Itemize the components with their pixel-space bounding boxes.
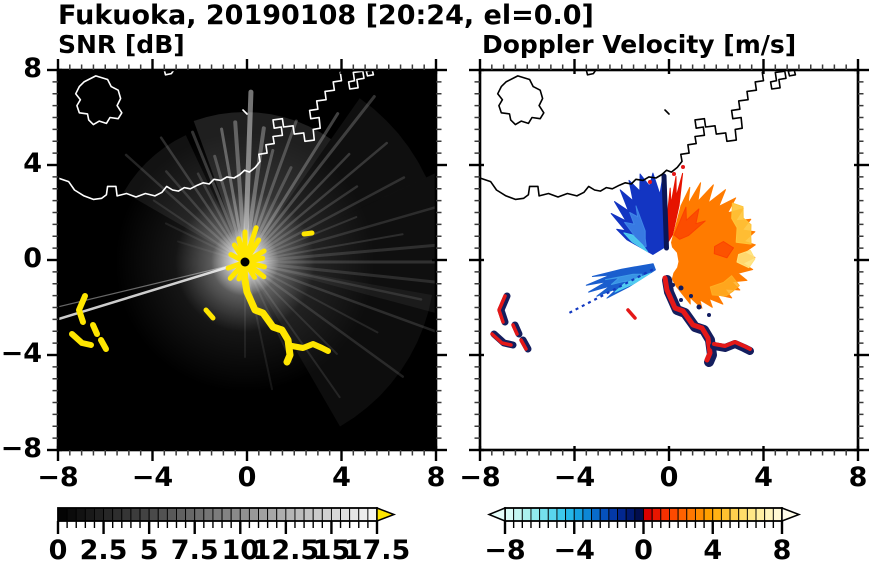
- x-tick-label: 0: [237, 462, 257, 493]
- velocity-panel-title: Doppler Velocity [m/s]: [482, 30, 797, 59]
- velocity-colorbar-tick-label: 8: [772, 535, 792, 566]
- snr-colorbar-tick-label: 10: [221, 535, 260, 566]
- x-tick-label: −8: [37, 462, 79, 493]
- velocity-plot: [464, 54, 870, 466]
- x-tick-label: 8: [848, 462, 868, 493]
- velocity-colorbar-tick-label: −8: [484, 535, 526, 566]
- y-tick-label: 4: [23, 148, 42, 179]
- y-tick-label: 0: [23, 243, 42, 274]
- x-tick-label: 0: [659, 462, 679, 493]
- velocity-colorbar-tick-label: −4: [553, 535, 595, 566]
- snr-panel-title: SNR [dB]: [58, 30, 185, 59]
- x-tick-label: −4: [131, 462, 174, 493]
- x-tick-label: 4: [332, 462, 351, 493]
- y-tick-label: 8: [23, 53, 42, 84]
- y-tick-label: −8: [0, 433, 42, 464]
- snr-colorbar-tick-label: 17.5: [343, 535, 411, 566]
- figure-title: Fukuoka, 20190108 [20:24, el=0.0]: [58, 0, 594, 31]
- x-tick-label: 4: [754, 462, 773, 493]
- velocity-colorbar: [487, 506, 817, 542]
- snr-colorbar-tick-label: 15: [312, 535, 351, 566]
- velocity-colorbar-tick-label: 0: [634, 535, 653, 566]
- y-tick-label: −4: [0, 338, 42, 369]
- x-tick-label: −8: [459, 462, 501, 493]
- snr-colorbar: [56, 506, 406, 542]
- x-tick-label: 8: [426, 462, 446, 493]
- x-tick-label: −4: [553, 462, 596, 493]
- snr-colorbar-tick-label: 0: [48, 535, 68, 566]
- snr-colorbar-tick-label: 12.5: [252, 535, 320, 566]
- snr-plot: [42, 54, 452, 466]
- snr-colorbar-tick-label: 7.5: [170, 535, 219, 566]
- snr-colorbar-tick-label: 2.5: [79, 535, 128, 566]
- snr-colorbar-tick-label: 5: [139, 535, 159, 566]
- velocity-colorbar-tick-label: 4: [703, 535, 723, 566]
